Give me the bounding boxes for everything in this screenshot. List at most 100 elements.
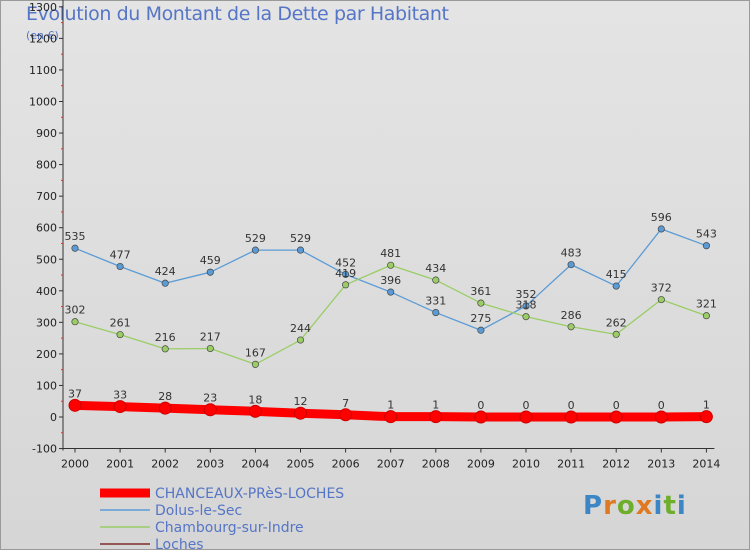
data-label: 23 [203, 392, 217, 405]
data-label: 483 [561, 247, 582, 260]
legend-label: Loches [155, 537, 204, 550]
data-point [657, 225, 665, 233]
data-label: 529 [245, 232, 266, 245]
data-label: 459 [200, 254, 221, 267]
y-tick-label: 1000 [29, 96, 57, 109]
x-tick-label: 2013 [647, 458, 675, 471]
x-tick-label: 2010 [512, 458, 540, 471]
data-label: 529 [290, 232, 311, 245]
data-point [342, 270, 350, 278]
y-tick-label: 500 [36, 253, 57, 266]
y-tick-label: 1100 [29, 64, 57, 77]
data-label: 477 [110, 249, 131, 262]
data-point [203, 403, 217, 417]
y-tick-label: 100 [36, 379, 57, 392]
data-label: 352 [516, 288, 537, 301]
y-tick-label: 0 [50, 411, 57, 424]
data-point [477, 299, 485, 307]
data-point [702, 242, 710, 250]
data-point [71, 318, 79, 326]
data-point [432, 276, 440, 284]
logo-letter: t [663, 491, 677, 521]
data-label: 167 [245, 346, 266, 359]
y-tick-label: 300 [36, 316, 57, 329]
data-point [699, 410, 713, 424]
logo-letter: o [616, 491, 636, 521]
data-label: 244 [290, 322, 311, 335]
legend-label: CHANCEAUX-PRèS-LOCHES [155, 486, 344, 502]
data-label: 217 [200, 331, 221, 344]
data-point [477, 326, 485, 334]
data-label: 37 [68, 387, 82, 400]
data-point [387, 261, 395, 269]
data-label: 275 [470, 312, 491, 325]
x-tick-label: 2011 [557, 458, 585, 471]
data-point [654, 410, 668, 424]
data-label: 262 [606, 316, 627, 329]
data-label: 216 [155, 331, 176, 344]
data-point [251, 246, 259, 254]
x-tick-label: 2005 [287, 458, 315, 471]
data-label: 0 [477, 399, 484, 412]
data-point [71, 244, 79, 252]
data-label: 321 [696, 298, 717, 311]
data-point [609, 410, 623, 424]
data-point [294, 406, 307, 420]
logo-letter: i [676, 491, 687, 521]
data-point [522, 302, 530, 310]
data-label: 424 [155, 265, 176, 278]
proxiti-logo: Proxiti [583, 491, 687, 521]
data-point [429, 410, 443, 424]
logo-letter: P [583, 491, 604, 521]
unit-label: (en €) [26, 29, 59, 42]
data-label: 1 [432, 399, 439, 412]
data-point [432, 309, 440, 317]
series-lines [68, 225, 713, 424]
data-label: 0 [658, 399, 665, 412]
data-point [474, 410, 488, 424]
logo-letter: r [603, 491, 617, 521]
data-point [519, 410, 533, 424]
data-point [522, 313, 530, 321]
data-label: 302 [65, 304, 86, 317]
data-point [612, 282, 620, 290]
data-label: 0 [523, 399, 530, 412]
data-label: 18 [248, 393, 262, 406]
data-label: 481 [380, 247, 401, 260]
legend-label: Chambourg-sur-Indre [155, 520, 304, 536]
data-point [251, 360, 259, 368]
x-tick-label: 2009 [467, 458, 495, 471]
y-tick-label: 900 [36, 127, 57, 140]
data-label: 419 [335, 267, 356, 280]
data-point [612, 330, 620, 338]
data-point [116, 262, 124, 271]
data-label: 12 [294, 395, 308, 408]
data-labels: 37 33 28 23 18 12 7 1 1 0 0 0 0 0 1 535 477 424 459 529 529 4… [65, 211, 717, 412]
data-point [206, 344, 214, 353]
data-point [161, 279, 169, 287]
data-label: 535 [65, 230, 86, 243]
data-point [384, 410, 398, 424]
y-tick-label: 200 [36, 348, 57, 361]
logo-letter: x [635, 491, 654, 521]
data-label: 318 [516, 299, 537, 312]
data-label: 33 [113, 389, 127, 402]
y-tick-label: 600 [36, 222, 57, 235]
y-tick-label: 1300 [29, 1, 57, 14]
data-point [296, 336, 305, 344]
data-label: 1 [387, 399, 394, 412]
chart-title: Evolution du Montant de la Dette par Hab… [26, 3, 449, 25]
data-point [657, 296, 665, 304]
logo-letter: i [653, 491, 664, 521]
legend: CHANCEAUX-PRèS-LOCHESDolus-le-SecChambou… [100, 486, 344, 550]
x-tick-label: 2007 [377, 458, 405, 471]
data-label: 434 [425, 262, 446, 275]
data-label: 596 [651, 211, 672, 224]
data-label: 331 [425, 295, 446, 308]
data-point [206, 268, 214, 276]
y-tick-label: 1200 [29, 32, 57, 45]
data-point [342, 281, 350, 289]
data-point [113, 400, 127, 414]
x-tick-label: 2004 [241, 458, 269, 471]
